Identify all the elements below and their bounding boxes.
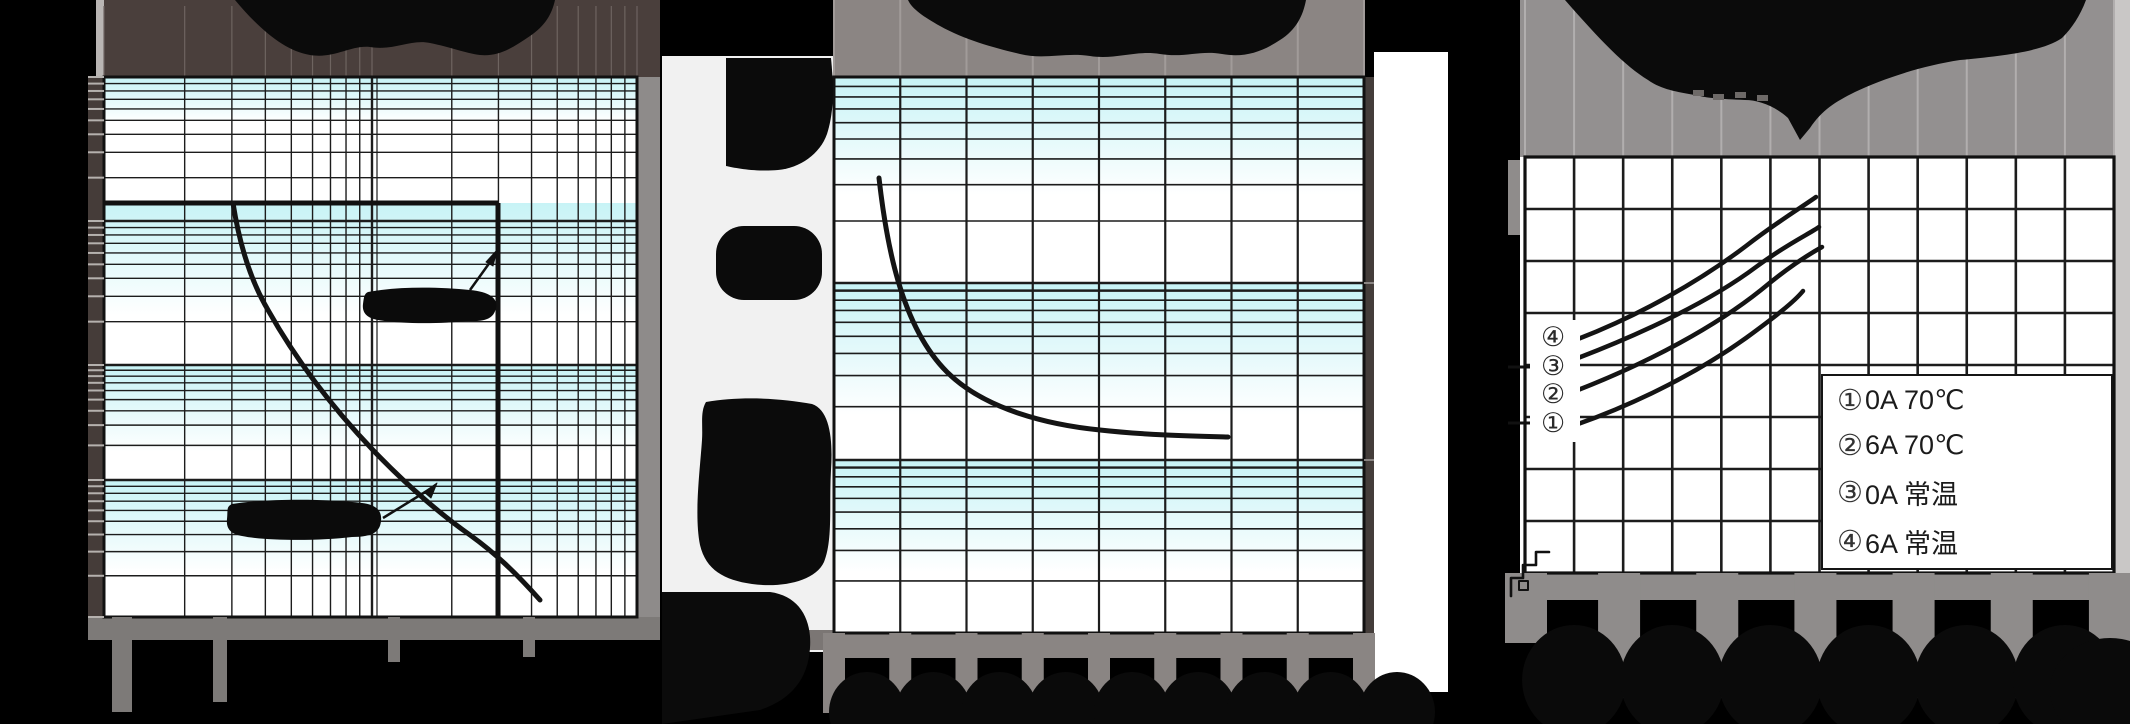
legend-label-4: 6A 常温 bbox=[1865, 529, 1959, 559]
legend-marker-3: ③ bbox=[1837, 477, 1863, 509]
legend-marker-2: ② bbox=[1837, 430, 1863, 462]
legend: ① 0A 70℃ ② 6A 70℃ ③ 0A 常温 ④ 6A 常温 bbox=[1821, 374, 2113, 570]
legend-item: ④ 6A 常温 bbox=[1837, 522, 2111, 561]
curve-marker-4: ④ bbox=[1541, 322, 1566, 352]
legend-item: ② 6A 70℃ bbox=[1837, 428, 2111, 463]
legend-item: ③ 0A 常温 bbox=[1837, 473, 2111, 512]
legend-label-2: 6A 70℃ bbox=[1865, 430, 1965, 460]
curve-marker-3: ③ bbox=[1541, 351, 1566, 381]
legend-item: ① 0A 70℃ bbox=[1837, 383, 2111, 418]
curve-marker-2: ② bbox=[1541, 379, 1566, 409]
legend-label-3: 0A 常温 bbox=[1865, 480, 1959, 510]
legend-marker-1: ① bbox=[1837, 385, 1863, 417]
curve-marker-1: ① bbox=[1541, 408, 1566, 438]
legend-label-1: 0A 70℃ bbox=[1865, 385, 1965, 415]
curve-marker-background bbox=[1530, 320, 1580, 442]
legend-marker-4: ④ bbox=[1837, 526, 1863, 558]
